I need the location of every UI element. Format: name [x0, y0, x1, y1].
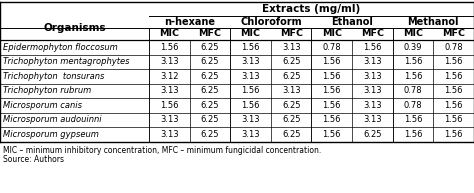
Text: Chloroform: Chloroform	[240, 17, 301, 27]
Text: 0.78: 0.78	[322, 43, 341, 52]
Text: MFC: MFC	[280, 30, 303, 38]
Text: Ethanol: Ethanol	[331, 17, 373, 27]
Text: Organisms: Organisms	[43, 23, 106, 33]
Text: 3.13: 3.13	[363, 57, 382, 66]
Text: MIC: MIC	[322, 30, 342, 38]
Text: 1.56: 1.56	[445, 57, 463, 66]
Text: 1.56: 1.56	[404, 115, 422, 124]
Text: MIC: MIC	[403, 30, 423, 38]
Text: 1.56: 1.56	[323, 101, 341, 110]
Text: 0.39: 0.39	[404, 43, 422, 52]
Text: MIC: MIC	[241, 30, 261, 38]
Text: 6.25: 6.25	[282, 101, 301, 110]
Text: 1.56: 1.56	[323, 72, 341, 81]
Text: MIC – minimum inhibitory concentration, MFC – minimum fungicidal concentration.: MIC – minimum inhibitory concentration, …	[3, 146, 321, 155]
Text: 6.25: 6.25	[201, 72, 219, 81]
Text: 0.78: 0.78	[404, 86, 422, 95]
Text: Trichophyton rubrum: Trichophyton rubrum	[3, 86, 91, 95]
Text: 1.56: 1.56	[445, 86, 463, 95]
Text: 6.25: 6.25	[282, 57, 301, 66]
Text: 1.56: 1.56	[323, 57, 341, 66]
Text: 1.56: 1.56	[445, 115, 463, 124]
Text: 6.25: 6.25	[282, 130, 301, 139]
Text: 1.56: 1.56	[404, 130, 422, 139]
Text: Source: Authors: Source: Authors	[3, 155, 64, 164]
Text: Microsporum canis: Microsporum canis	[3, 101, 82, 110]
Text: 6.25: 6.25	[363, 130, 382, 139]
Text: 3.13: 3.13	[160, 130, 179, 139]
Text: 1.56: 1.56	[323, 86, 341, 95]
Text: 1.56: 1.56	[160, 101, 179, 110]
Text: 6.25: 6.25	[201, 57, 219, 66]
Text: 1.56: 1.56	[363, 43, 382, 52]
Text: Trichophyton mentagrophytes: Trichophyton mentagrophytes	[3, 57, 129, 66]
Text: 3.13: 3.13	[160, 115, 179, 124]
Text: 3.13: 3.13	[160, 86, 179, 95]
Text: Epidermophyton floccosum: Epidermophyton floccosum	[3, 43, 118, 52]
Text: MFC: MFC	[361, 30, 384, 38]
Text: 6.25: 6.25	[201, 115, 219, 124]
Text: Trichophyton  tonsurans: Trichophyton tonsurans	[3, 72, 104, 81]
Text: 3.13: 3.13	[241, 57, 260, 66]
Text: 6.25: 6.25	[201, 43, 219, 52]
Text: Microsporum audouinni: Microsporum audouinni	[3, 115, 101, 124]
Text: 1.56: 1.56	[323, 130, 341, 139]
Text: 1.56: 1.56	[445, 72, 463, 81]
Text: 3.13: 3.13	[363, 72, 382, 81]
Text: 1.56: 1.56	[323, 115, 341, 124]
Text: 1.56: 1.56	[241, 101, 260, 110]
Text: 3.13: 3.13	[282, 86, 301, 95]
Text: 6.25: 6.25	[201, 86, 219, 95]
Text: MIC: MIC	[159, 30, 179, 38]
Text: Extracts (mg/ml): Extracts (mg/ml)	[263, 4, 361, 14]
Text: 1.56: 1.56	[241, 43, 260, 52]
Text: 3.13: 3.13	[160, 57, 179, 66]
Text: 1.56: 1.56	[160, 43, 179, 52]
Text: 6.25: 6.25	[282, 115, 301, 124]
Text: n-hexane: n-hexane	[164, 17, 215, 27]
Text: 3.13: 3.13	[363, 115, 382, 124]
Text: 6.25: 6.25	[201, 130, 219, 139]
Text: 6.25: 6.25	[201, 101, 219, 110]
Text: Microsporum gypseum: Microsporum gypseum	[3, 130, 99, 139]
Text: 3.13: 3.13	[241, 115, 260, 124]
Text: 3.12: 3.12	[160, 72, 179, 81]
Text: 6.25: 6.25	[282, 72, 301, 81]
Text: 1.56: 1.56	[404, 57, 422, 66]
Text: 3.13: 3.13	[282, 43, 301, 52]
Text: MFC: MFC	[442, 30, 465, 38]
Text: Methanol: Methanol	[408, 17, 459, 27]
Text: 1.56: 1.56	[445, 101, 463, 110]
Text: 0.78: 0.78	[404, 101, 422, 110]
Text: 3.13: 3.13	[363, 86, 382, 95]
Text: 1.56: 1.56	[241, 86, 260, 95]
Text: 1.56: 1.56	[445, 130, 463, 139]
Text: 3.13: 3.13	[241, 72, 260, 81]
Text: 1.56: 1.56	[404, 72, 422, 81]
Text: 0.78: 0.78	[444, 43, 463, 52]
Text: MFC: MFC	[199, 30, 221, 38]
Text: 3.13: 3.13	[363, 101, 382, 110]
Text: 3.13: 3.13	[241, 130, 260, 139]
